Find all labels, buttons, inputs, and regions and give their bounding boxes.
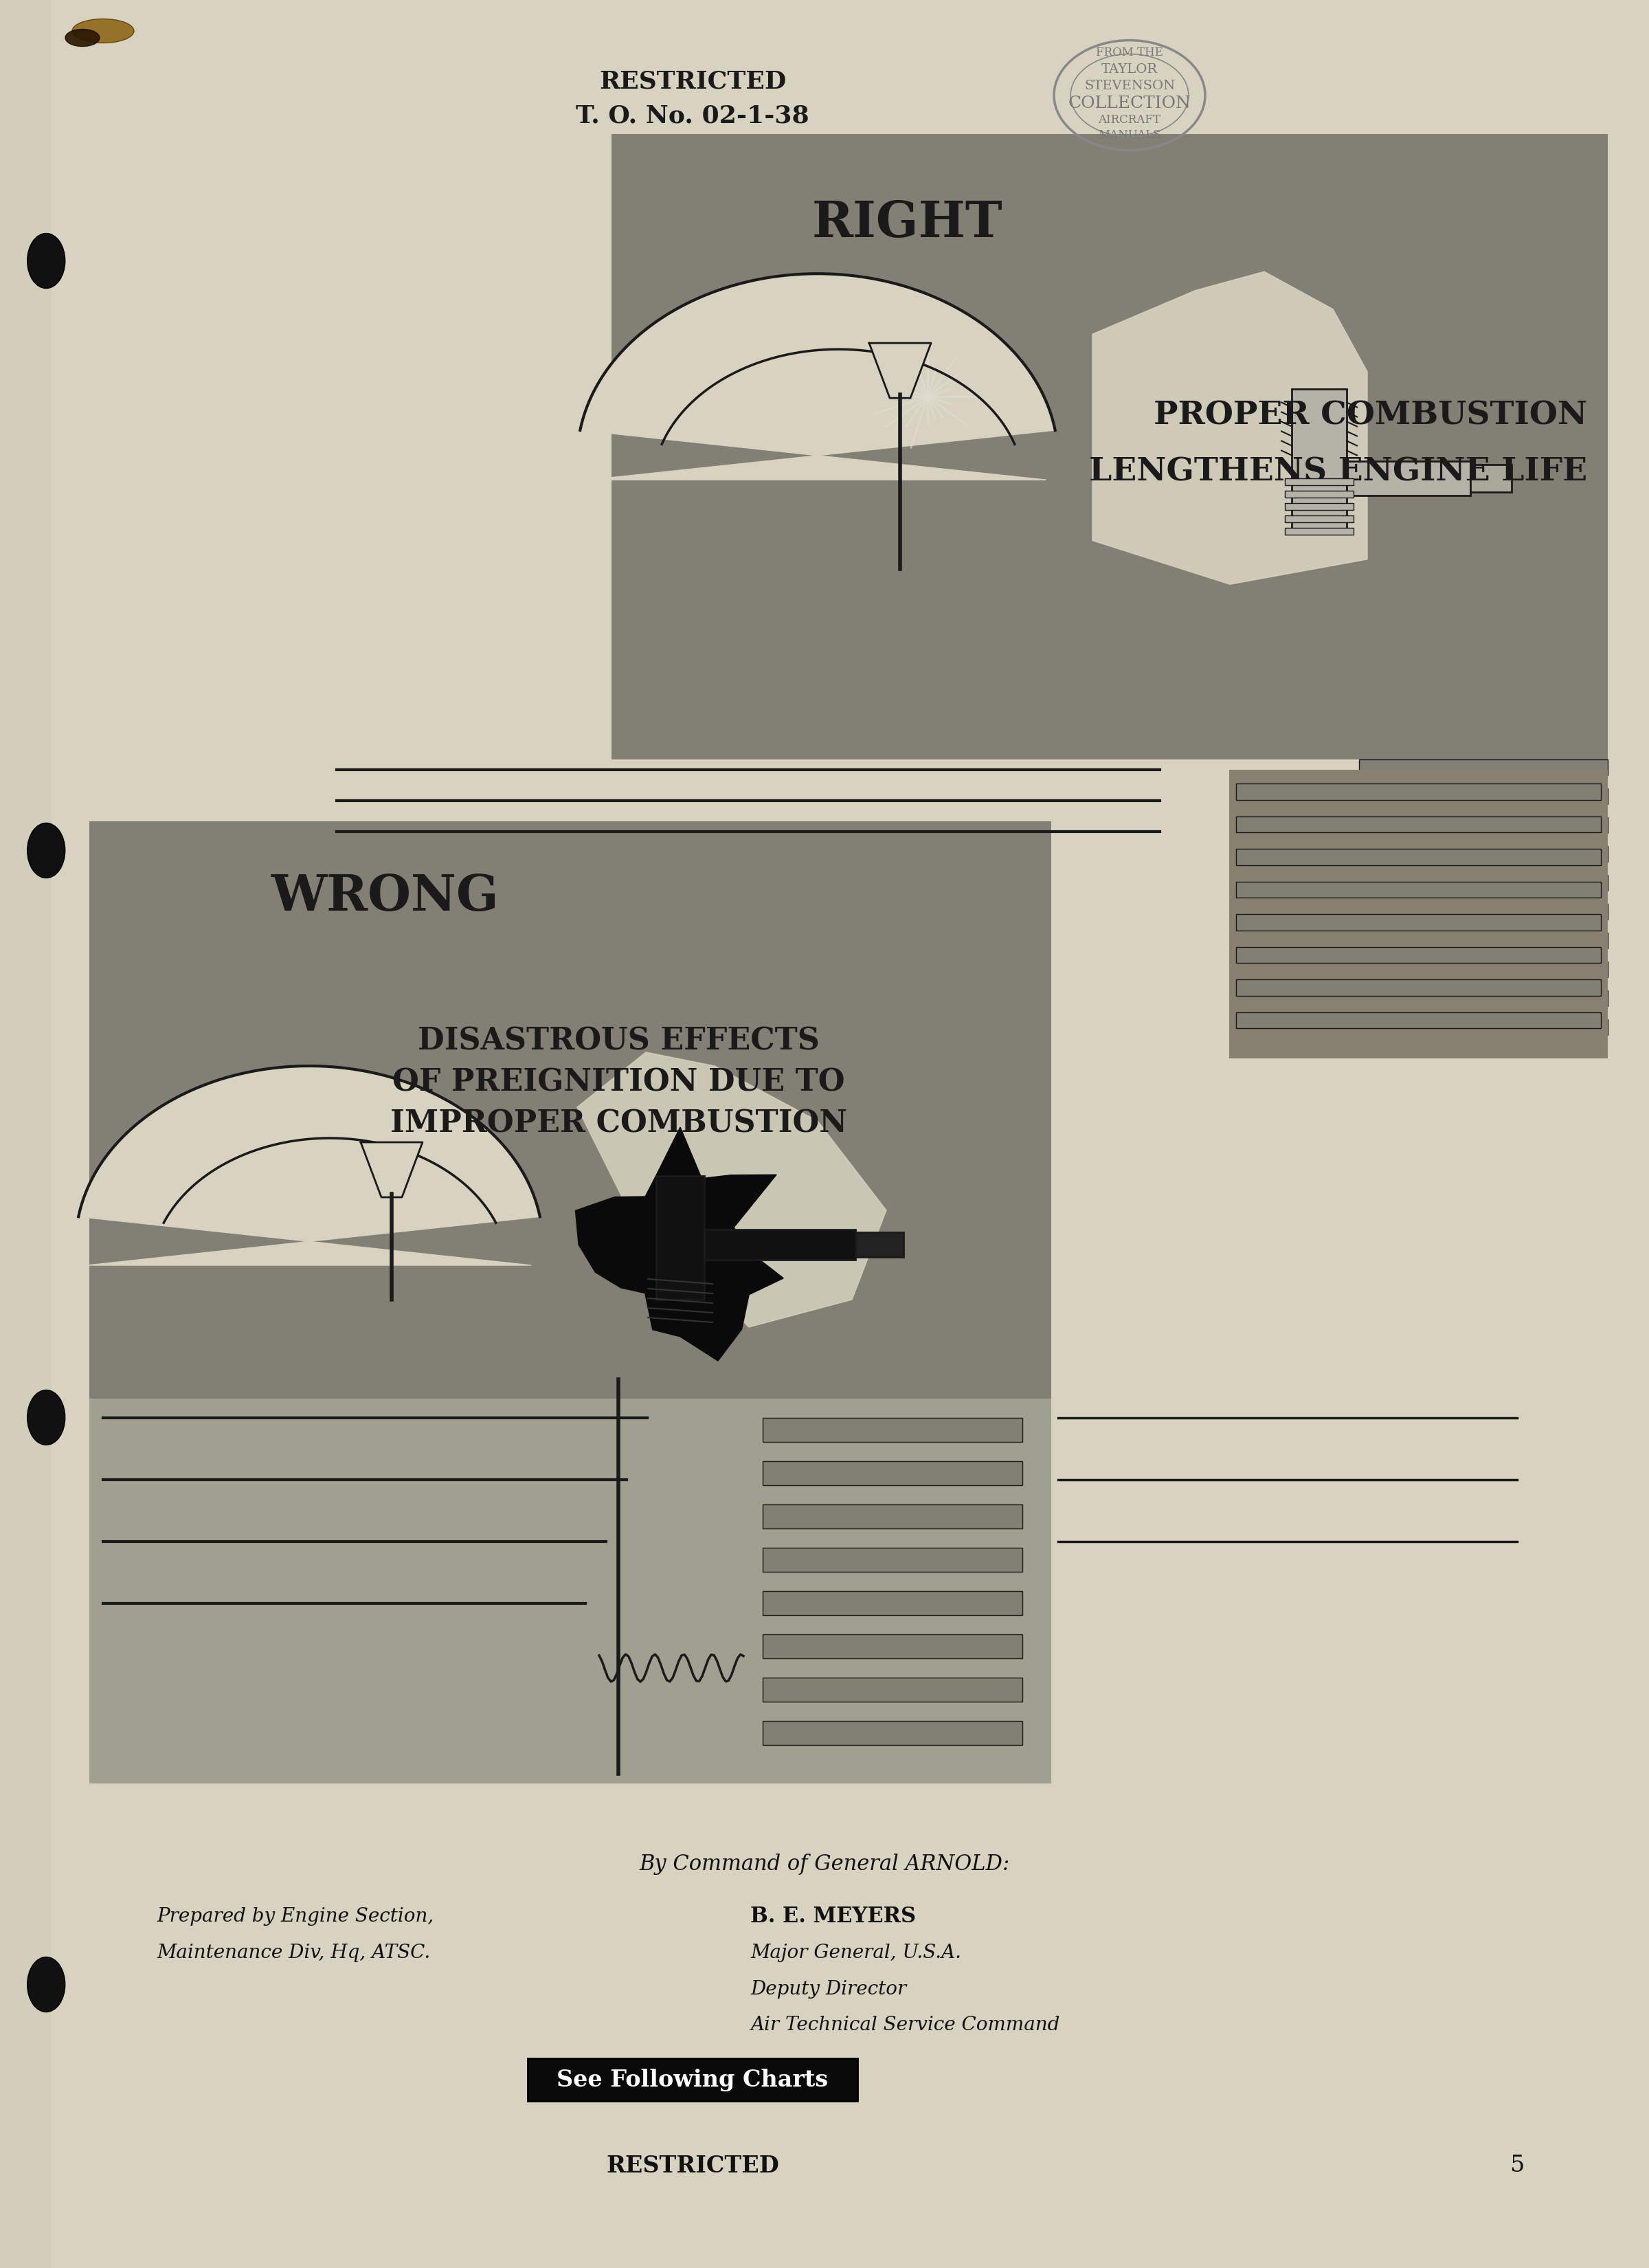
Bar (1285, 479, 1354, 485)
Text: Prepared by Engine Section,: Prepared by Engine Section, (157, 1907, 434, 1926)
Bar (1237, 848, 1601, 864)
Text: Air Technical Service Command: Air Technical Service Command (750, 2016, 1060, 2034)
Bar (1471, 465, 1512, 492)
Text: STEVENSON: STEVENSON (1083, 79, 1176, 91)
Text: WRONG: WRONG (270, 873, 498, 921)
Bar (1237, 1012, 1601, 1027)
Bar (704, 1229, 856, 1259)
Bar (89, 821, 1052, 1783)
Bar (0, 0, 51, 2268)
Bar (1359, 875, 1608, 891)
Text: FROM THE: FROM THE (1097, 48, 1163, 59)
Ellipse shape (73, 18, 134, 43)
Bar (1347, 460, 1471, 494)
Bar (1229, 769, 1608, 1059)
Bar (1285, 490, 1354, 497)
Bar (1237, 946, 1601, 964)
Text: 5: 5 (1510, 2155, 1524, 2177)
Text: T. O. No. 02-1-38: T. O. No. 02-1-38 (576, 104, 810, 127)
Bar (1359, 1018, 1608, 1034)
Polygon shape (79, 1066, 539, 1266)
Bar (1237, 816, 1601, 832)
Bar (89, 1399, 1052, 1783)
Bar (1359, 789, 1608, 805)
Text: Major General, U.S.A.: Major General, U.S.A. (750, 1944, 961, 1962)
Bar (1359, 760, 1608, 776)
Ellipse shape (28, 1957, 64, 2012)
Bar (762, 1678, 1022, 1701)
Text: IMPROPER COMBUSTION: IMPROPER COMBUSTION (389, 1109, 848, 1139)
Bar (1237, 782, 1601, 801)
Polygon shape (1093, 272, 1367, 585)
Text: AIRCRAFT: AIRCRAFT (1098, 113, 1161, 125)
Bar (656, 1175, 704, 1300)
Polygon shape (361, 1143, 422, 1198)
Bar (762, 1504, 1022, 1529)
Bar (1285, 528, 1354, 535)
Bar (1285, 503, 1354, 510)
Text: Maintenance Div, Hq, ATSC.: Maintenance Div, Hq, ATSC. (157, 1944, 430, 1962)
Text: RESTRICTED: RESTRICTED (607, 2155, 778, 2177)
Bar (762, 1418, 1022, 1442)
Bar (1359, 903, 1608, 919)
Bar (612, 134, 1608, 760)
Text: COLLECTION: COLLECTION (1069, 95, 1191, 111)
Polygon shape (580, 274, 1055, 481)
Bar (1237, 980, 1601, 996)
Text: RESTRICTED: RESTRICTED (599, 70, 787, 93)
Text: By Command of General ARNOLD:: By Command of General ARNOLD: (640, 1853, 1009, 1876)
Bar (1237, 914, 1601, 930)
Bar (1359, 816, 1608, 832)
Polygon shape (869, 342, 932, 399)
Bar (856, 1232, 904, 1256)
Bar (762, 1592, 1022, 1615)
Bar (1359, 846, 1608, 862)
Text: B. E. MEYERS: B. E. MEYERS (750, 1905, 915, 1928)
Bar (1359, 962, 1608, 978)
Bar (1359, 991, 1608, 1007)
Text: LENGTHENS ENGINE LIFE: LENGTHENS ENGINE LIFE (1088, 456, 1586, 488)
Text: TAYLOR: TAYLOR (1102, 64, 1158, 75)
Ellipse shape (66, 29, 99, 45)
Bar (762, 1547, 1022, 1572)
Text: RIGHT: RIGHT (811, 200, 1003, 247)
Text: OF PREIGNITION DUE TO: OF PREIGNITION DUE TO (392, 1068, 844, 1098)
Bar (762, 1461, 1022, 1486)
Text: PROPER COMBUSTION: PROPER COMBUSTION (1154, 399, 1586, 431)
Polygon shape (577, 1052, 887, 1327)
Bar (528, 2059, 857, 2100)
Bar (1359, 932, 1608, 948)
Bar (762, 1721, 1022, 1744)
Ellipse shape (28, 234, 64, 288)
Polygon shape (576, 1127, 783, 1361)
Text: See Following Charts: See Following Charts (557, 2068, 828, 2091)
Bar (1291, 388, 1347, 533)
Bar (1237, 882, 1601, 898)
Bar (1285, 515, 1354, 522)
Bar (762, 1635, 1022, 1658)
Text: MANUALS: MANUALS (1098, 129, 1161, 141)
Ellipse shape (28, 823, 64, 878)
Text: Deputy Director: Deputy Director (750, 1980, 907, 1998)
Ellipse shape (28, 1390, 64, 1445)
Text: DISASTROUS EFFECTS: DISASTROUS EFFECTS (417, 1027, 820, 1057)
